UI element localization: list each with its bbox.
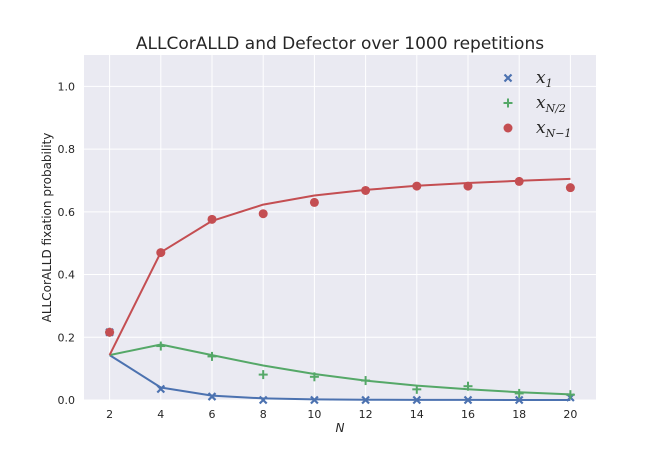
x-tick-label: 6 [209,408,216,421]
x-tick-label: 10 [307,408,321,421]
y-axis-label: ALLCorALLD fixation probability [40,133,54,323]
x1-point [258,395,268,405]
x-tick-label: 16 [461,408,475,421]
x1-point [156,384,166,394]
plot-background [84,55,596,400]
legend-entry-x1: x1 [536,68,553,90]
xn-1-point [105,327,115,337]
x-tick-label: 2 [106,408,113,421]
y-tick-label: 0.8 [58,143,76,156]
legend-entry-xn-1: xN−1 [536,118,571,140]
xn-1-point [463,181,473,191]
xn-1-point [258,209,268,219]
series-lines [108,177,571,401]
y-tick-labels: 0.0 0.2 0.4 0.6 0.8 1.0 [58,80,76,407]
x-tick-label: 20 [563,408,577,421]
x-tick-label: 18 [512,408,526,421]
xn-1-point [412,181,422,191]
xn-1-point [156,248,166,258]
xn-1-point [207,214,217,224]
x1-point [463,395,473,405]
x1-point [412,395,422,405]
x-tick-label: 8 [260,408,267,421]
y-tick-label: 1.0 [58,80,76,93]
x-tick-label: 4 [157,408,164,421]
xn-2-point [309,372,319,382]
xn-2-point [463,381,473,391]
xn-1-point [361,185,371,195]
x-tick-labels: 2 4 6 8 10 12 14 16 18 20 [106,408,577,421]
xn-2-point [207,351,217,361]
x1-point [310,395,319,405]
xn-2-point [361,376,371,386]
x-axis-label: N [336,421,345,435]
y-tick-label: 0.0 [58,394,76,407]
y-tick-label: 0.4 [58,269,76,282]
x1-point [514,395,524,405]
x1-legend-marker [503,73,513,83]
y-tick-label: 0.2 [58,331,76,344]
legend: x1 xN/2 xN−1 [503,68,571,140]
x-tick-label: 12 [359,408,373,421]
xn-2-legend-marker [503,98,513,108]
xn-2-point [514,388,524,398]
xn-2-point [258,370,268,380]
legend-entry-xn-2: xN/2 [536,93,566,115]
x-tick-label: 14 [410,408,424,421]
series-line-xn-2 [109,343,571,396]
xn-2-point [156,341,166,351]
x1-point [207,392,217,401]
xn-2-point [565,390,575,400]
xn-2-point [412,384,422,394]
series-line-xn-1 [108,177,571,356]
y-tick-label: 0.6 [58,206,76,219]
series-line-x1 [109,354,571,401]
x1-point [361,395,370,405]
xn-1-point [565,183,575,193]
xn-1-legend-marker [503,123,513,133]
xn-1-point [514,176,524,186]
xn-1-point [309,197,319,207]
series-markers [105,176,575,405]
chart-title: ALLCorALLD and Defector over 1000 repeti… [136,34,544,54]
